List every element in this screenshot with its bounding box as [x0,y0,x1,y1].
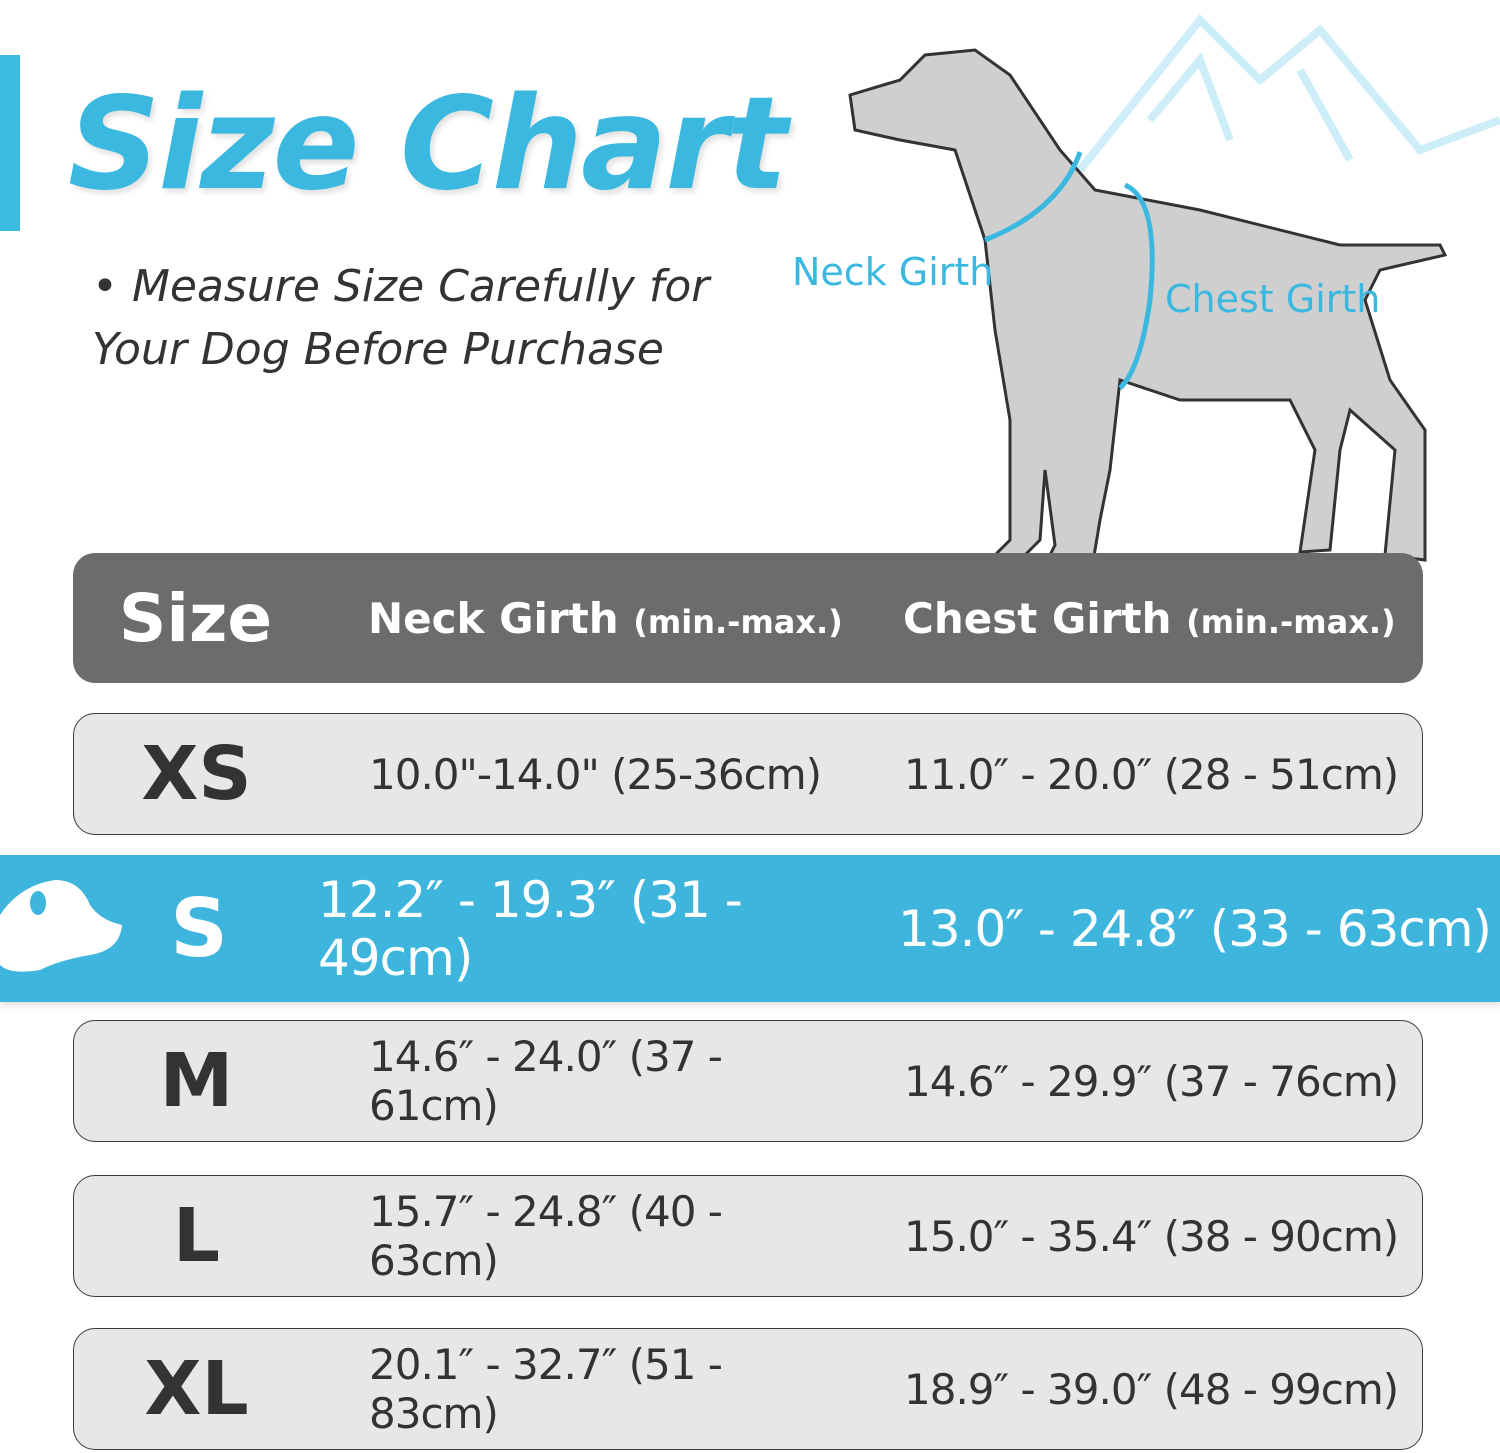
dog-illustration [848,14,1500,587]
neck-cell: 12.2″ - 19.3″ (31 - 49cm) [318,870,743,987]
dog-head-icon [0,880,122,972]
accent-bar [0,55,20,231]
table-row-m: M 14.6″ - 24.0″ (37 - 61cm) 14.6″ - 29.9… [73,1020,1423,1142]
size-cell: S [170,882,228,975]
neck-girth-marker [984,151,1083,243]
chest-cell: 15.0″ - 35.4″ (38 - 90cm) [904,1211,1399,1261]
neck-cell: 10.0"-14.0" (25-36cm) [369,749,822,799]
measure-note: • Measure Size Carefully for Your Dog Be… [92,261,710,375]
header-neck: Neck Girth (min.-max.) [318,594,853,643]
size-cell: L [172,1193,221,1279]
mountain-icon [1076,14,1500,173]
chest-girth-label: Chest Girth [1165,277,1381,321]
neck-cell: 14.6″ - 24.0″ (37 - 61cm) [369,1032,723,1130]
table-row-l: L 15.7″ - 24.8″ (40 - 63cm) 15.0″ - 35.4… [73,1175,1423,1297]
header-chest: Chest Girth (min.-max.) [853,594,1423,643]
size-cell: M [159,1038,234,1124]
chest-cell: 18.9″ - 39.0″ (48 - 99cm) [904,1364,1399,1414]
table-row-s-highlighted: S 12.2″ - 19.3″ (31 - 49cm) 13.0″ - 24.8… [0,855,1500,1002]
chest-girth-marker [1118,182,1155,390]
chest-cell: 13.0″ - 24.8″ (33 - 63cm) [898,899,1492,958]
neck-cell: 15.7″ - 24.8″ (40 - 63cm) [369,1187,723,1285]
neck-girth-label: Neck Girth [792,250,994,294]
size-cell: XS [141,731,252,817]
header-size: Size [118,579,273,657]
table-row-xl: XL 20.1″ - 32.7″ (51 - 83cm) 18.9″ - 39.… [73,1328,1423,1450]
header-chest-unit: (min.-max.) [1186,602,1396,641]
header-neck-unit: (min.-max.) [633,602,843,641]
page-title: Size Chart [68,70,788,219]
header-chest-label: Chest Girth [903,593,1172,643]
chest-cell: 14.6″ - 29.9″ (37 - 76cm) [904,1056,1399,1106]
table-row-xs: XS 10.0"-14.0" (25-36cm) 11.0″ - 20.0″ (… [73,713,1423,835]
header-neck-label: Neck Girth [368,593,619,643]
size-cell: XL [144,1346,249,1432]
chest-cell: 11.0″ - 20.0″ (28 - 51cm) [904,749,1399,799]
neck-cell: 20.1″ - 32.7″ (51 - 83cm) [369,1340,723,1438]
table-header: Size Neck Girth (min.-max.) Chest Girth … [73,553,1423,683]
